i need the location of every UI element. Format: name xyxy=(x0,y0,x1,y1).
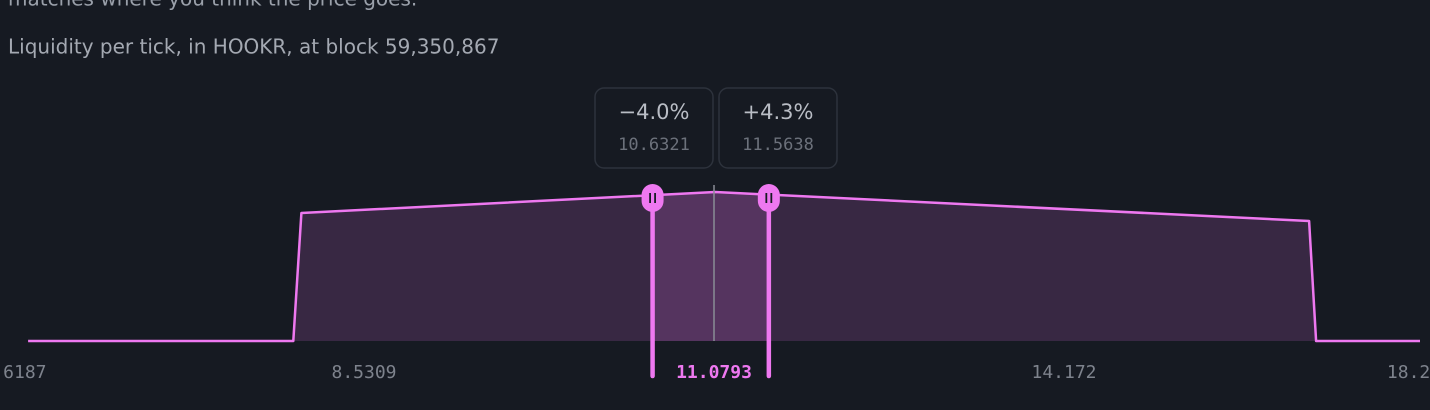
intro-text: matches where you think the price goes. xyxy=(8,0,417,11)
range-handle[interactable] xyxy=(757,184,780,212)
range-change: +4.3% xyxy=(743,100,814,124)
x-tick-label: 14.172 xyxy=(1031,362,1096,383)
selected-range-fill xyxy=(652,192,769,341)
x-tick-label: 18.26 xyxy=(1387,362,1430,383)
caption: Liquidity per tick, in HOOKR, at block 5… xyxy=(8,35,499,59)
range-price: 10.6321 xyxy=(618,135,690,155)
current-price-label: 11.0793 xyxy=(676,362,752,383)
range-box xyxy=(594,87,714,169)
range-change: −4.0% xyxy=(619,100,690,124)
range-price: 11.5638 xyxy=(742,135,814,155)
liquidity-area xyxy=(28,192,1421,341)
range-handle[interactable] xyxy=(641,184,664,212)
x-tick-label: 8.5309 xyxy=(331,362,396,383)
handle-knob xyxy=(757,184,780,212)
x-tick-label: 5.6187 xyxy=(0,362,47,383)
liquidity-line xyxy=(28,190,1420,343)
handle-knob xyxy=(641,184,664,212)
range-box xyxy=(718,87,838,169)
